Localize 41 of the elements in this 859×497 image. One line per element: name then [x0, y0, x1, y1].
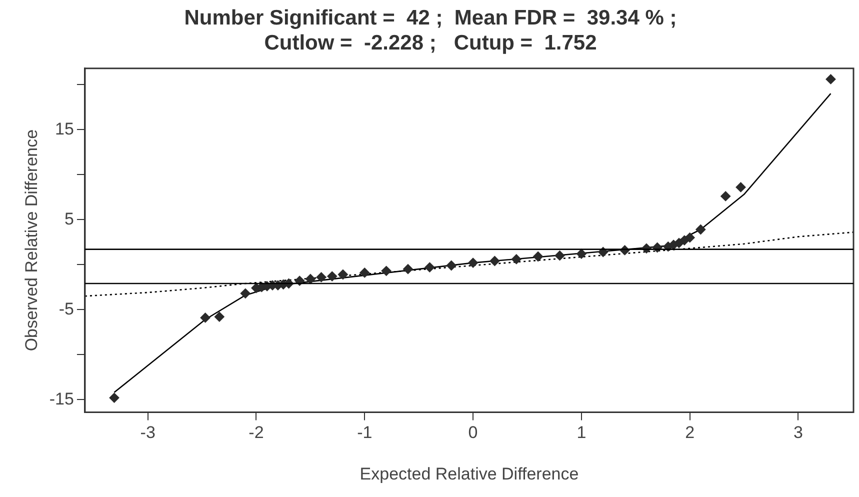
point: [402, 264, 413, 274]
point: [294, 276, 305, 286]
text: Number Significant = 42 ; Mean FDR = 39.34 % ;: [184, 6, 677, 30]
point: [511, 254, 522, 264]
point: [684, 232, 695, 243]
point: [468, 258, 478, 268]
point: [679, 235, 690, 246]
y-axis-title: Observed Relative Difference: [22, 129, 41, 352]
point: [316, 272, 326, 282]
point: [446, 260, 456, 270]
point: [720, 191, 731, 202]
point: [576, 248, 586, 259]
point: [381, 266, 392, 276]
x-tick-label: -3: [140, 423, 156, 442]
point: [533, 252, 544, 262]
point: [109, 392, 120, 403]
point: [736, 182, 746, 192]
point: [327, 271, 338, 282]
point: [490, 256, 500, 266]
x-tick-label: -2: [248, 423, 264, 442]
x-tick-label: 3: [793, 423, 803, 442]
y-tick-label: -5: [58, 299, 74, 318]
point: [424, 262, 435, 272]
point: [338, 270, 348, 280]
point: [200, 312, 210, 323]
point: [696, 224, 706, 234]
point: [554, 250, 565, 261]
text: Cutlow = -2.228 ; Cutup = 1.752: [264, 32, 597, 55]
point: [214, 312, 224, 322]
point: [826, 74, 836, 84]
y-tick-label: -15: [49, 389, 74, 408]
point: [360, 268, 370, 278]
x-axis-title: Expected Relative Difference: [360, 464, 579, 484]
y-tick-label: 15: [55, 119, 74, 138]
y-tick-label: 5: [64, 209, 74, 228]
x-tick-label: 0: [468, 423, 478, 442]
x-tick-label: -1: [357, 423, 372, 442]
x-tick-label: 2: [685, 423, 695, 442]
x-tick-label: 1: [576, 423, 586, 442]
point: [305, 274, 316, 284]
point: [240, 288, 250, 298]
